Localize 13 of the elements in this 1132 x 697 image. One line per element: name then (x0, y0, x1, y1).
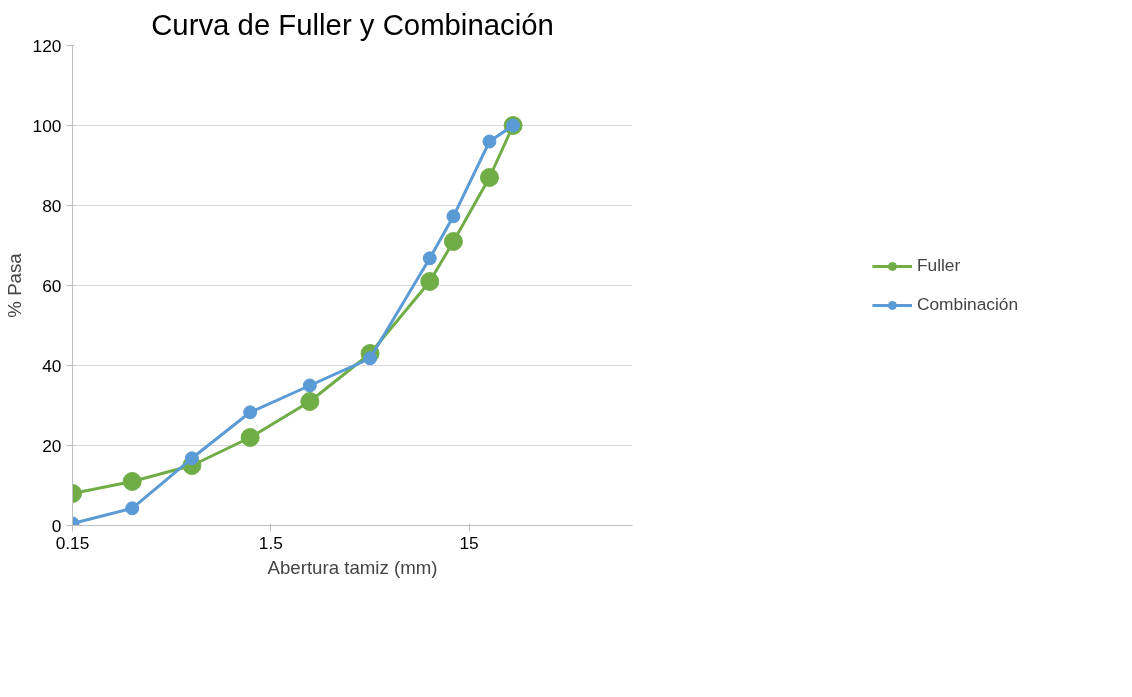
y-tick-label: 120 (32, 35, 62, 56)
legend-label: Fuller (916, 255, 961, 276)
legend-label: Combinación (916, 294, 1019, 315)
y-tick-label: 40 (42, 355, 62, 376)
y-tick-label: 80 (42, 195, 62, 216)
y-tick-label: 100 (32, 115, 62, 136)
x-tick-label: 1.5 (258, 532, 283, 553)
y-axis-title: % Pasa (3, 252, 25, 318)
x-axis-title: Abertura tamiz (mm) (267, 556, 438, 578)
y-tick-label: 60 (42, 275, 62, 296)
x-tick-label: 15 (459, 532, 479, 553)
y-tick-label: 20 (42, 435, 62, 456)
chart-title: Curva de Fuller y Combinación (151, 7, 554, 41)
